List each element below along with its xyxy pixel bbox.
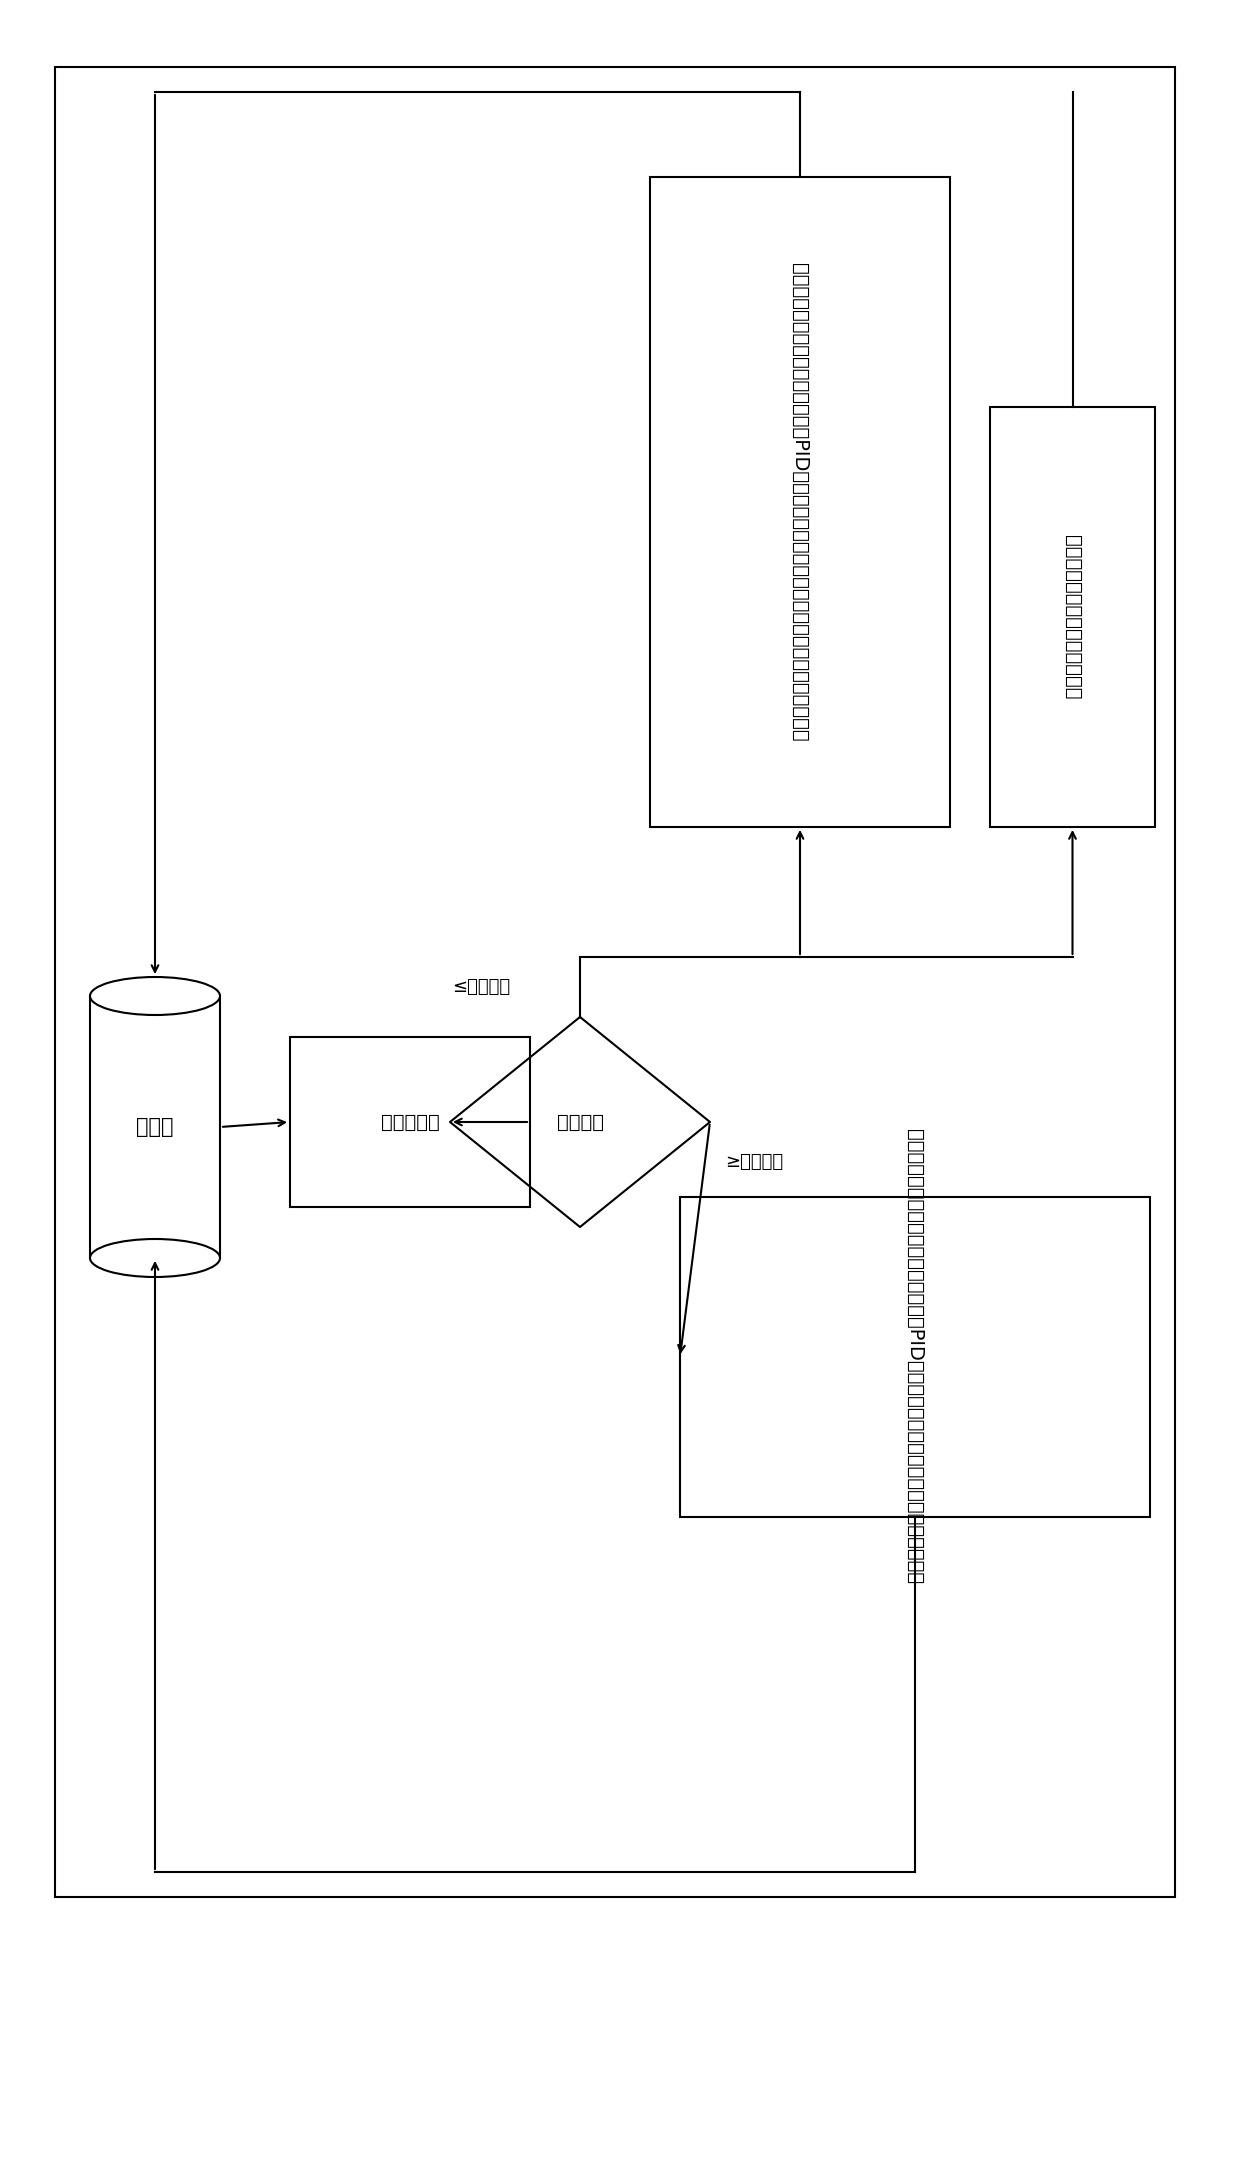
Text: ≤张力阈值: ≤张力阈值 — [451, 977, 510, 997]
Ellipse shape — [91, 1239, 219, 1278]
Text: 伺服电机工作于转矩控制模式，并通过PID控制器调节伺服电机输入电流从而调节扭矩: 伺服电机工作于转矩控制模式，并通过PID控制器调节伺服电机输入电流从而调节扭矩 — [905, 1130, 925, 1585]
Bar — [990, 407, 1154, 827]
Bar — [290, 1036, 529, 1206]
Text: 实时张力值: 实时张力值 — [381, 1112, 439, 1132]
Text: ≥张力阈值: ≥张力阈值 — [725, 1154, 784, 1171]
Bar — [55, 67, 1176, 1896]
Text: 调节拉簧杆，以调节实时张力值: 调节拉簧杆，以调节实时张力值 — [1063, 536, 1083, 699]
Bar — [680, 1197, 1149, 1517]
Bar — [91, 997, 219, 1258]
Ellipse shape — [91, 977, 219, 1014]
Text: 伺服电机工作于速度模式，并通过PID控制器调节伺服电机输入电流从而调节伺服电机转速: 伺服电机工作于速度模式，并通过PID控制器调节伺服电机输入电流从而调节伺服电机转… — [791, 263, 810, 742]
Bar — [650, 176, 950, 827]
Text: 张力阈值: 张力阈值 — [557, 1112, 604, 1132]
Text: 传感器: 传感器 — [136, 1117, 174, 1136]
